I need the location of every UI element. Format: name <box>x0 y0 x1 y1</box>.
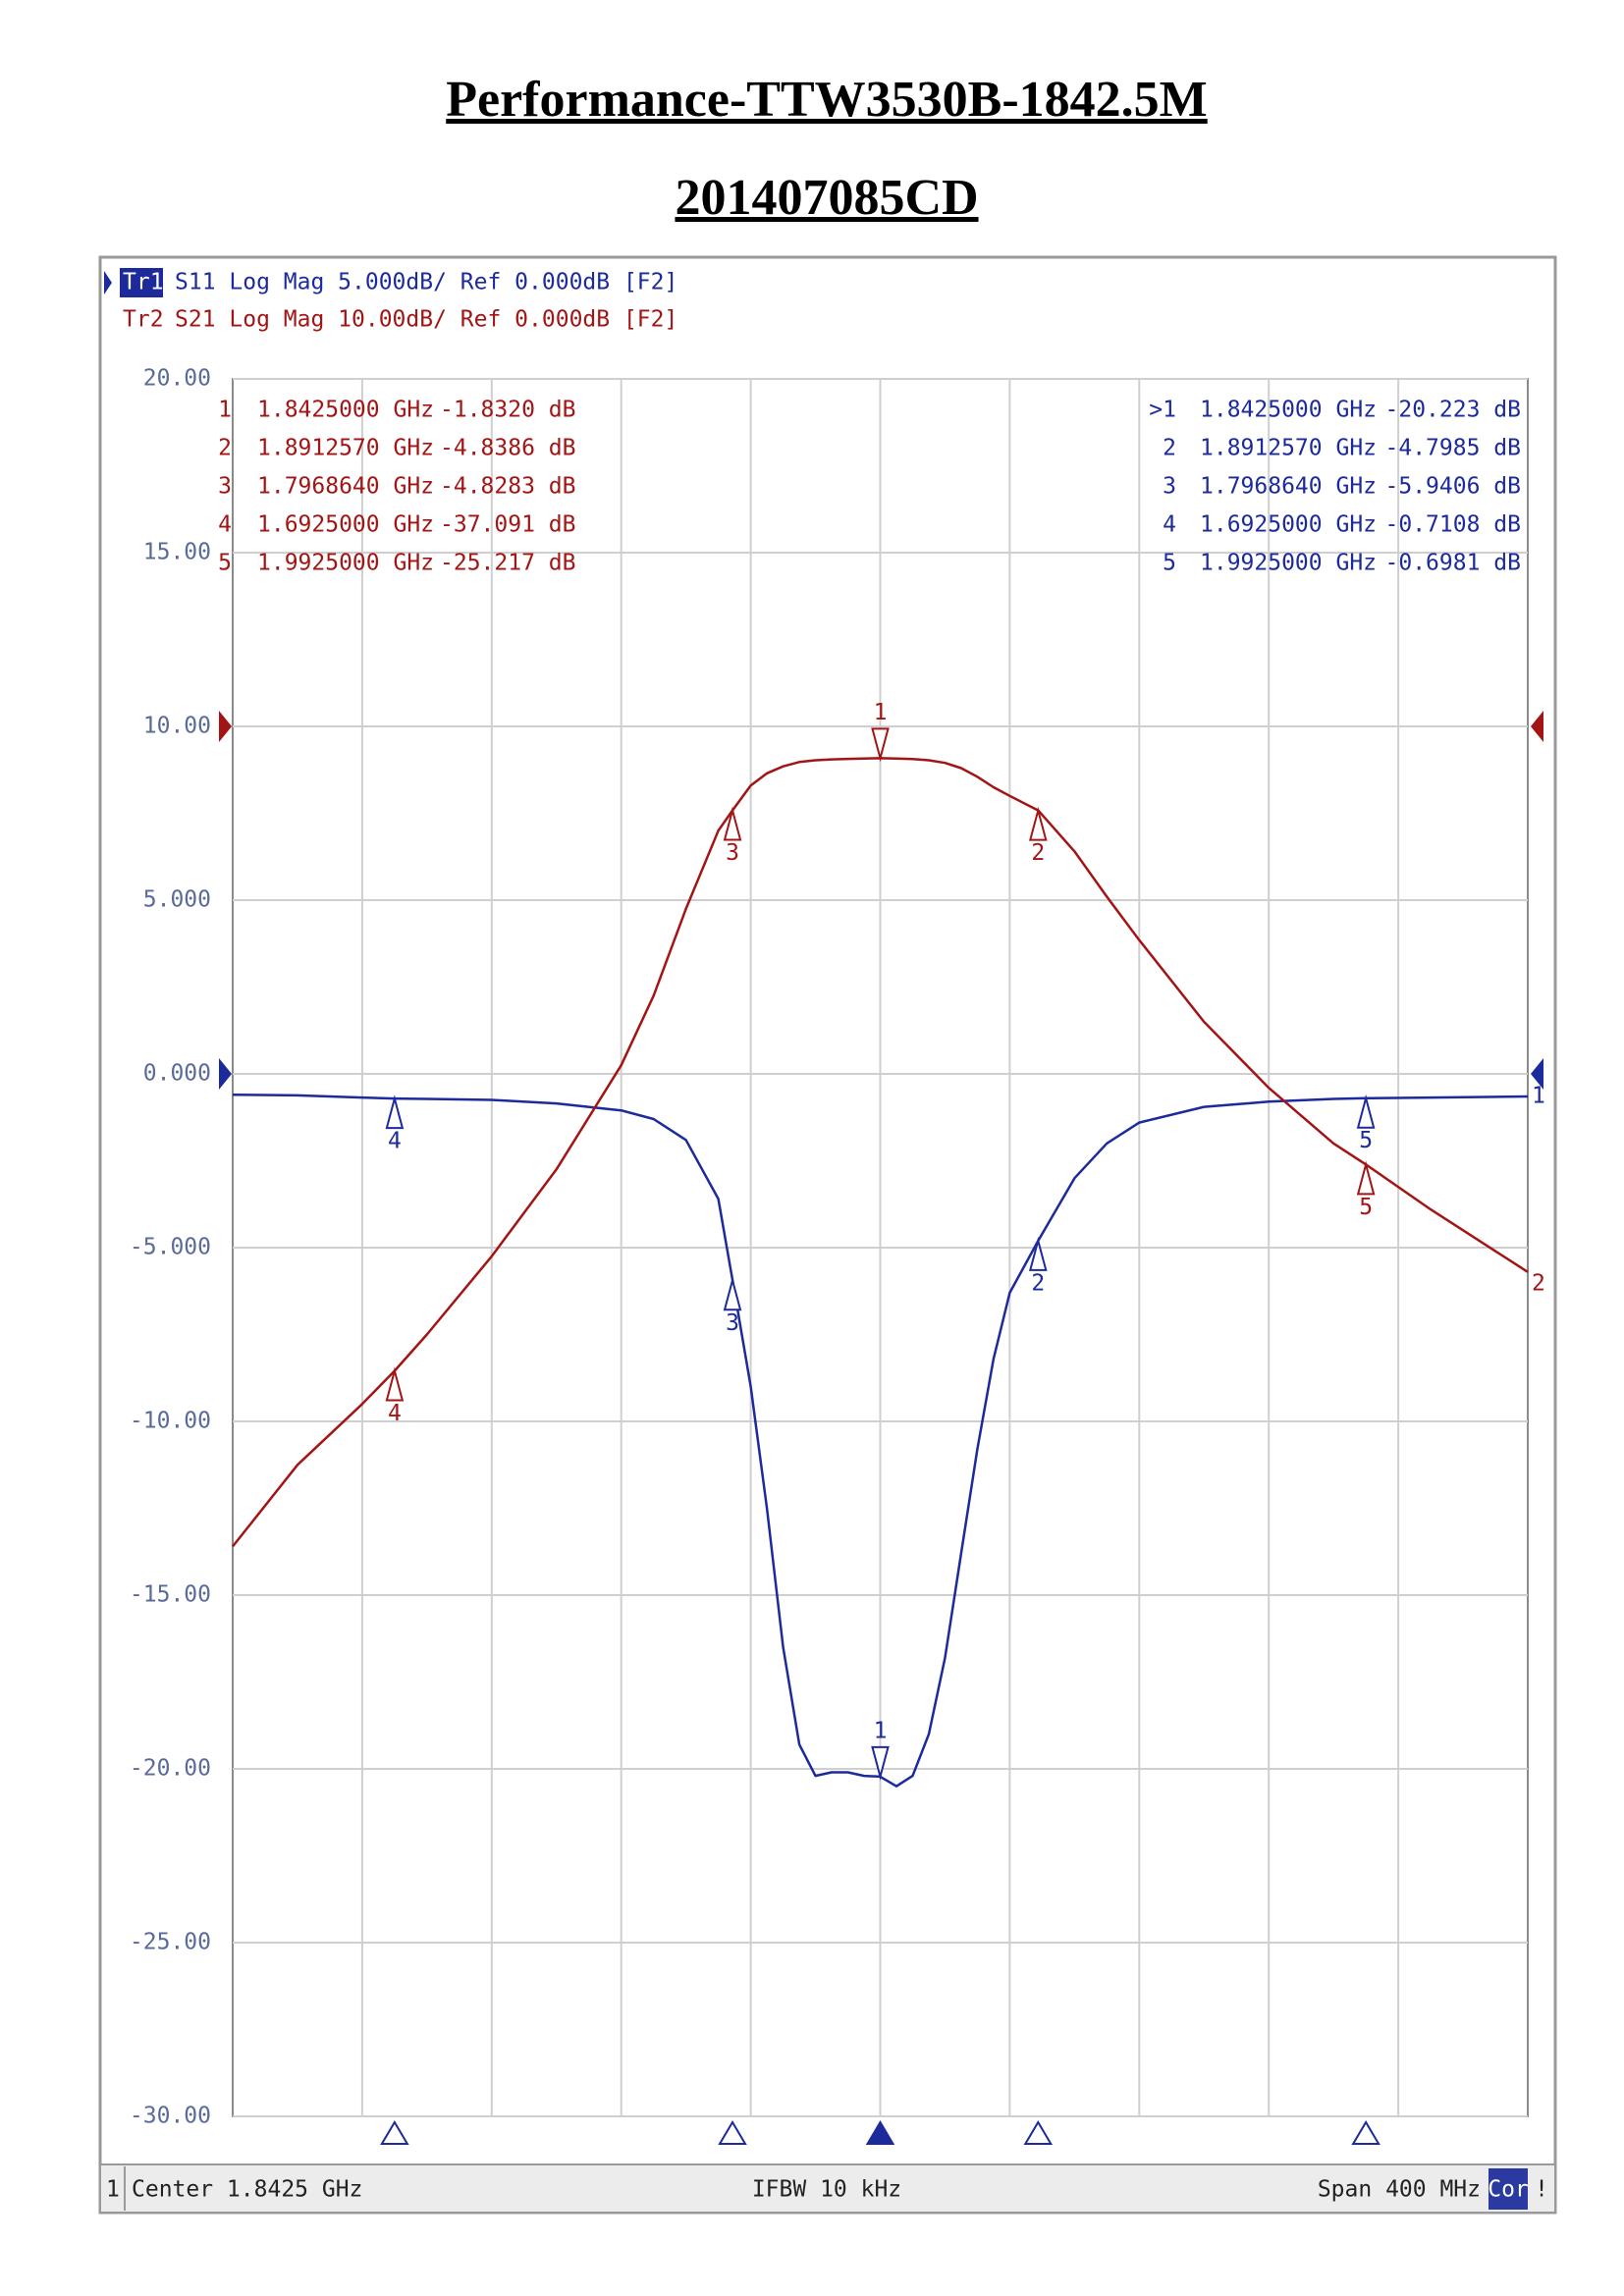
marker-table-value: -0.7108 dB <box>1385 512 1521 538</box>
marker-table-frequency: 1.9925000 GHz <box>257 551 434 576</box>
marker-label: 1 <box>874 1718 888 1743</box>
trace-description: S21 Log Mag 10.00dB/ Ref 0.000dB [F2] <box>175 307 677 333</box>
marker-table-frequency: 1.8425000 GHz <box>257 398 434 423</box>
marker-table-frequency: 1.6925000 GHz <box>257 512 434 538</box>
marker-position-indicator <box>865 2120 895 2145</box>
reference-marker <box>219 1058 232 1090</box>
marker-table-value: -4.8283 dB <box>440 474 575 500</box>
marker-table-number: >1 <box>1149 398 1176 423</box>
trace-line <box>232 757 1529 1548</box>
y-tick-label: -10.00 <box>130 1409 211 1434</box>
status-box <box>1489 2168 1528 2210</box>
trace-name: Tr2 <box>123 307 164 333</box>
marker-triangle <box>723 806 742 841</box>
trace-line <box>232 1093 1529 1788</box>
marker-position-indicator <box>1023 2120 1054 2145</box>
status-bar <box>99 2163 1556 2214</box>
marker-table-number: 3 <box>218 474 232 500</box>
ifbw: IFBW 10 kHz <box>752 2177 901 2203</box>
marker-table-frequency: 1.7968640 GHz <box>1200 474 1377 500</box>
marker-table-number: 3 <box>1163 474 1176 500</box>
marker-table-number: 4 <box>218 512 232 538</box>
y-tick-label: -5.000 <box>130 1235 211 1260</box>
status-flag: ! <box>1535 2177 1548 2203</box>
marker-table-frequency: 1.6925000 GHz <box>1200 512 1377 538</box>
reference-marker <box>219 711 232 742</box>
marker-triangle <box>1028 806 1048 841</box>
marker-table-value: -0.6981 dB <box>1385 551 1521 576</box>
trace-description: S11 Log Mag 5.000dB/ Ref 0.000dB [F2] <box>175 270 677 295</box>
center-frequency: Center 1.8425 GHz <box>132 2177 362 2203</box>
marker-label: 2 <box>1031 840 1045 866</box>
y-tick-label: 10.00 <box>143 714 211 739</box>
y-tick-label: 0.000 <box>143 1061 211 1087</box>
marker-table-number: 4 <box>1163 512 1176 538</box>
correction-status: Cor <box>1488 2177 1529 2203</box>
marker-table-number: 2 <box>1163 436 1176 461</box>
active-trace-pointer <box>104 271 112 294</box>
marker-label: 1 <box>874 700 888 725</box>
y-tick-label: 15.00 <box>143 540 211 565</box>
page-title: Performance-TTW3530B-1842.5M <box>446 72 1208 128</box>
marker-triangle <box>385 1366 405 1402</box>
y-tick-label: -30.00 <box>130 2104 211 2129</box>
trace-number: 1 <box>1532 1084 1545 1109</box>
marker-triangle <box>385 1095 405 1130</box>
y-tick-label: -25.00 <box>130 1930 211 1955</box>
marker-triangle <box>871 1745 890 1781</box>
y-tick-label: 5.000 <box>143 887 211 913</box>
marker-table-value: -4.8386 dB <box>440 436 575 461</box>
y-tick-label: -20.00 <box>130 1756 211 1782</box>
marker-triangle <box>871 727 890 763</box>
marker-label: 5 <box>1359 1128 1373 1153</box>
trace-label-box <box>120 268 163 297</box>
marker-table-frequency: 1.8912570 GHz <box>1200 436 1377 461</box>
marker-table-value: -5.9406 dB <box>1385 474 1521 500</box>
marker-label: 3 <box>726 1310 739 1336</box>
marker-position-indicator <box>1351 2120 1380 2145</box>
marker-label: 5 <box>1359 1195 1373 1220</box>
trace-number: 2 <box>1532 1270 1545 1296</box>
marker-label: 2 <box>1031 1270 1045 1296</box>
marker-triangle <box>723 1276 742 1311</box>
marker-triangle <box>1028 1236 1048 1271</box>
reference-marker <box>1531 1058 1543 1090</box>
marker-table-frequency: 1.8425000 GHz <box>1200 398 1377 423</box>
marker-table-frequency: 1.9925000 GHz <box>1200 551 1377 576</box>
page-subtitle: 201407085CD <box>675 170 979 226</box>
marker-table-frequency: 1.7968640 GHz <box>257 474 434 500</box>
span: Span 400 MHz <box>1318 2177 1481 2203</box>
marker-table-value: -37.091 dB <box>440 512 575 538</box>
marker-table-number: 1 <box>218 398 232 423</box>
trace-name: Tr1 <box>123 270 164 295</box>
marker-table-number: 5 <box>218 551 232 576</box>
marker-table-value: -1.8320 dB <box>440 398 575 423</box>
marker-label: 4 <box>388 1129 402 1154</box>
marker-position-indicator <box>718 2120 747 2145</box>
channel-number: 1 <box>106 2177 120 2203</box>
marker-label: 4 <box>388 1401 402 1426</box>
marker-table-value: -20.223 dB <box>1385 398 1521 423</box>
marker-table-number: 2 <box>218 436 232 461</box>
marker-table-value: -25.217 dB <box>440 551 575 576</box>
marker-label: 3 <box>726 840 739 866</box>
y-tick-label: -15.00 <box>130 1582 211 1608</box>
marker-position-indicator <box>380 2120 409 2145</box>
marker-table-frequency: 1.8912570 GHz <box>257 436 434 461</box>
marker-triangle <box>1356 1094 1376 1129</box>
reference-marker <box>1531 711 1543 742</box>
y-tick-label: 20.00 <box>143 366 211 392</box>
marker-table-value: -4.7985 dB <box>1385 436 1521 461</box>
marker-triangle <box>1356 1160 1376 1196</box>
marker-table-number: 5 <box>1163 551 1176 576</box>
